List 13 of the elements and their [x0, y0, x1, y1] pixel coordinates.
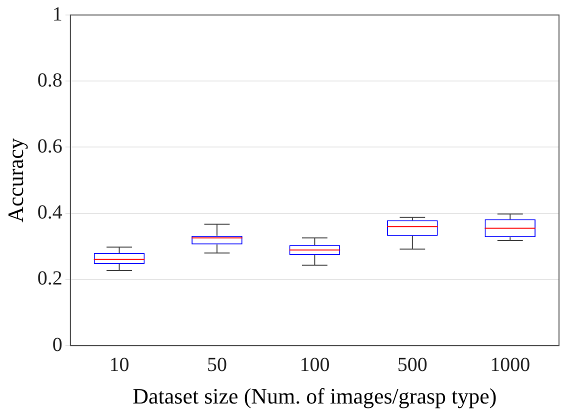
x-tick-label: 50 — [206, 354, 227, 376]
y-tick-label: 0.6 — [37, 135, 62, 158]
x-tick-label: 500 — [397, 354, 428, 376]
y-axis-title: Accuracy — [2, 138, 28, 222]
y-tick-label: 0.8 — [37, 69, 62, 92]
x-axis-title: Dataset size (Num. of images/grasp type) — [132, 384, 497, 409]
y-tick-label: 0 — [52, 334, 62, 356]
y-tick-label: 0.4 — [37, 202, 62, 224]
y-tick-label: 0.2 — [37, 268, 62, 290]
x-tick-label: 1000 — [490, 354, 530, 376]
x-tick-label: 100 — [300, 354, 330, 376]
y-tick-label: 1 — [52, 3, 62, 26]
x-tick-label: 10 — [109, 354, 130, 376]
